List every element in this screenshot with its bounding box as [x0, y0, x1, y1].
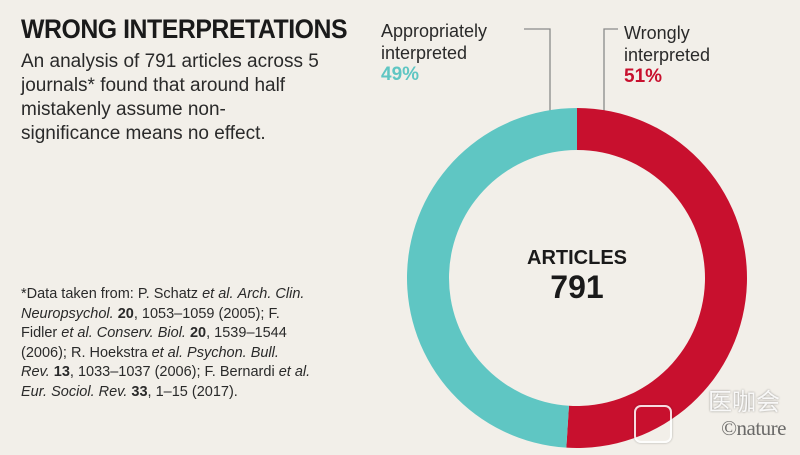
leader-line-wrongly: [603, 28, 618, 112]
legend-wrongly-interpreted: Wrongly interpreted 51%: [624, 22, 710, 88]
donut-slice-wrongly: [566, 108, 747, 448]
leader-line-appropriately: [524, 28, 551, 112]
slice-percent-appropriately: 49%: [381, 64, 420, 85]
center-label: ARTICLES: [527, 247, 627, 269]
data-sources-footnote: *Data taken from: P. Schatz et al. Arch.…: [21, 286, 311, 400]
slice-label-line2: interpreted: [624, 45, 711, 65]
chart-subtitle: An analysis of 791 articles across 5 jou…: [21, 51, 319, 144]
center-value: 791: [550, 269, 603, 305]
chart-title: WRONG INTERPRETATIONS: [21, 14, 348, 44]
slice-label-line1: Appropriately: [381, 21, 488, 41]
donut-slice-appropriately: [406, 108, 577, 448]
watermark-logo-icon: [634, 405, 672, 443]
watermark-brand: ©nature: [721, 416, 786, 440]
slice-label-line2: interpreted: [381, 43, 468, 63]
watermark-text: 医咖会: [708, 389, 780, 416]
legend-appropriately-interpreted: Appropriately interpreted 49%: [381, 20, 487, 86]
slice-percent-wrongly: 51%: [624, 66, 663, 87]
slice-label-line1: Wrongly: [624, 23, 690, 43]
